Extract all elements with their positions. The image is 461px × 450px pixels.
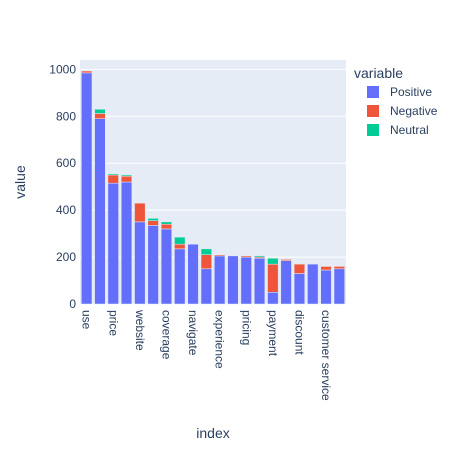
bar-negative-14[interactable] [267,263,279,293]
legend-title: variable [354,65,403,81]
bar-negative-2[interactable] [107,174,119,184]
legend-label-neutral[interactable]: Neutral [390,123,429,137]
bar-negative-18[interactable] [320,266,332,271]
x-tick-label: navigate [186,310,200,356]
bar-neutral-1[interactable] [94,109,106,114]
bar-positive-18[interactable] [320,269,332,305]
legend-swatch-negative[interactable] [367,105,379,117]
bar-negative-6[interactable] [160,223,173,230]
bar-negative-7[interactable] [174,243,186,250]
x-tick-label: use [80,310,94,330]
bar-positive-17[interactable] [307,263,319,305]
bar-positive-3[interactable] [120,181,133,305]
bar-positive-10[interactable] [214,255,226,305]
x-tick-label: pricing [239,310,253,345]
bars[interactable] [81,70,345,305]
plot-background [80,60,346,304]
bar-positive-13[interactable] [253,258,266,305]
bar-positive-2[interactable] [107,182,119,305]
y-tick-label: 600 [56,156,76,170]
bar-positive-19[interactable] [333,268,345,305]
bar-negative-0[interactable] [81,70,93,74]
x-tick-label: website [133,309,147,351]
legend-label-negative[interactable]: Negative [390,104,438,118]
x-tick-label: payment [266,310,280,357]
x-tick-label: customer service [319,310,333,401]
bar-positive-5[interactable] [147,225,159,305]
bar-negative-9[interactable] [200,254,212,270]
legend[interactable]: variable Positive Negative Neutral [354,65,438,137]
bar-positive-11[interactable] [227,255,239,305]
x-tick-labels: use price website coverage navigate experienc… [80,309,333,401]
bar-positive-1[interactable] [94,118,106,305]
bar-neutral-13[interactable] [253,255,266,258]
y-axis-title: value [12,165,28,199]
bar-positive-6[interactable] [160,228,173,305]
legend-swatch-positive[interactable] [367,86,379,98]
x-tick-label: discount [292,310,306,355]
legend-label-positive[interactable]: Positive [390,85,432,99]
y-tick-label: 1000 [49,62,76,76]
y-tick-labels: 0 200 400 600 800 1000 [49,62,76,311]
y-tick-label: 0 [69,297,76,311]
x-tick-label: coverage [159,310,173,360]
bar-negative-1[interactable] [94,113,106,119]
legend-swatch-neutral[interactable] [367,124,379,136]
x-tick-label: experience [213,310,227,369]
bar-positive-9[interactable] [200,268,212,305]
x-axis-title: index [196,425,229,441]
bar-neutral-2[interactable] [107,173,119,176]
bar-positive-7[interactable] [174,248,186,305]
bar-positive-12[interactable] [240,256,252,305]
bar-neutral-14[interactable] [267,258,279,265]
y-tick-label: 200 [56,250,76,264]
bar-neutral-9[interactable] [200,248,212,255]
x-tick-label: price [106,310,120,336]
bar-positive-8[interactable] [187,243,199,305]
bar-neutral-5[interactable] [147,218,159,221]
y-tick-label: 400 [56,203,76,217]
bar-negative-3[interactable] [120,175,133,183]
bar-positive-15[interactable] [280,260,292,305]
bar-neutral-6[interactable] [160,221,173,225]
bar-negative-12[interactable] [240,255,252,258]
bar-positive-0[interactable] [81,72,93,305]
y-tick-label: 800 [56,109,76,123]
bar-negative-19[interactable] [333,266,345,270]
bar-negative-16[interactable] [293,263,306,274]
bar-neutral-7[interactable] [174,236,186,245]
bar-negative-10[interactable] [214,254,226,257]
bar-positive-16[interactable] [293,273,306,305]
bar-neutral-3[interactable] [120,174,133,177]
bar-positive-4[interactable] [134,221,146,305]
bar-negative-4[interactable] [134,202,146,223]
bar-negative-5[interactable] [147,220,159,226]
bar-positive-14[interactable] [267,292,279,305]
bar-negative-15[interactable] [280,259,292,261]
